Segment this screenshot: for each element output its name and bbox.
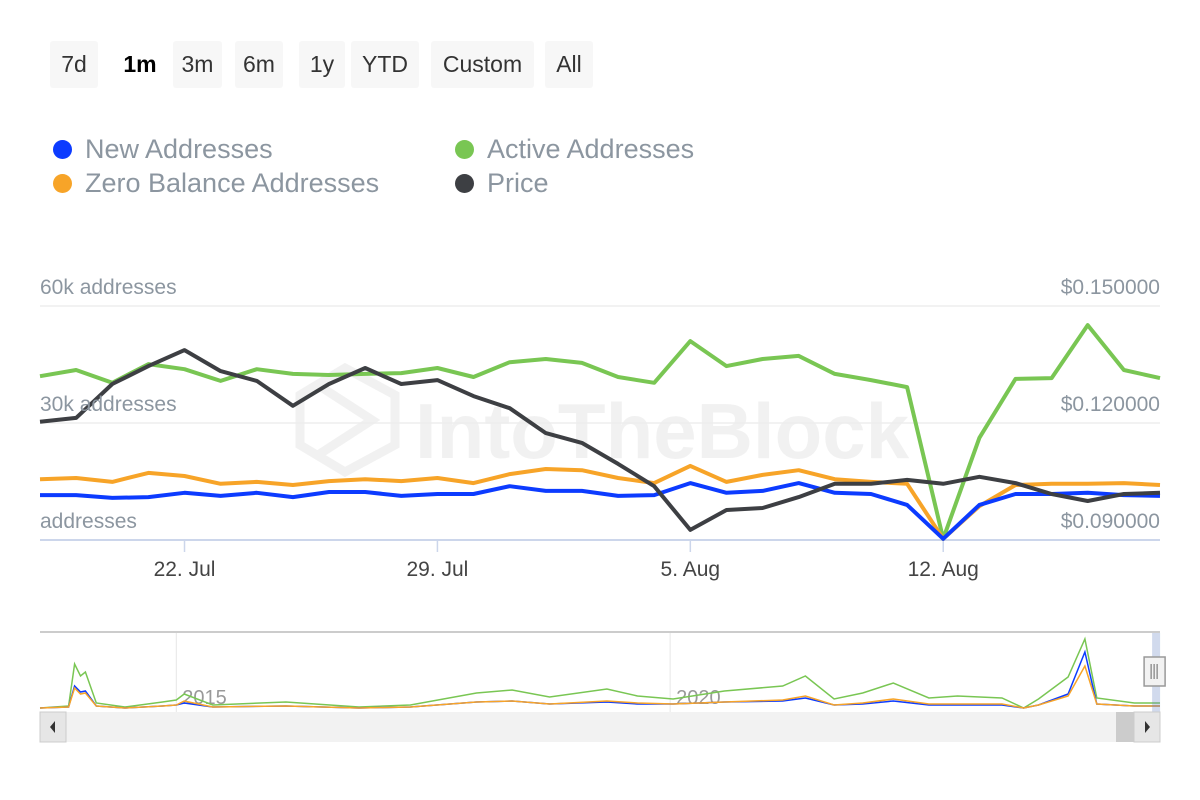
x-axis-label: 22. Jul xyxy=(153,558,216,581)
series-line-price xyxy=(39,348,1161,532)
series-line-active-addresses xyxy=(39,323,1161,541)
arrow-right-icon xyxy=(1145,721,1150,733)
legend-label: Price xyxy=(487,168,549,198)
range-button-3m[interactable]: 3m xyxy=(173,41,222,88)
scroll-left-button[interactable] xyxy=(39,711,67,743)
series-line-new-addresses xyxy=(40,481,1161,541)
x-axis-label: 12. Aug xyxy=(907,558,979,581)
legend-dot-icon xyxy=(53,140,72,159)
legend-dot-icon xyxy=(455,174,474,193)
y-axis-right-label: $0.090000 xyxy=(1060,510,1160,533)
range-button-all[interactable]: All xyxy=(545,41,593,88)
legend-label: New Addresses xyxy=(85,134,273,164)
legend-price[interactable]: Price xyxy=(455,168,549,199)
legend-dot-icon xyxy=(455,140,474,159)
legend-label: Zero Balance Addresses xyxy=(85,168,380,198)
y-axis-right-label: $0.150000 xyxy=(1060,276,1160,299)
scrollbar-track[interactable] xyxy=(40,712,1160,742)
range-button-1m[interactable]: 1m xyxy=(123,51,157,77)
navigator-series-zero_balance xyxy=(39,664,1160,709)
range-button-custom[interactable]: Custom xyxy=(431,41,534,88)
legend-active-addresses[interactable]: Active Addresses xyxy=(455,134,694,165)
range-button-ytd[interactable]: YTD xyxy=(351,41,419,88)
y-axis-right-label: $0.120000 xyxy=(1060,393,1160,416)
navigator-series-active xyxy=(39,636,1160,709)
y-axis-left-label: 30k addresses xyxy=(40,393,177,416)
range-button-1y[interactable]: 1y xyxy=(299,41,345,88)
range-button-7d[interactable]: 7d xyxy=(50,41,98,88)
watermark: IntoTheBlock xyxy=(295,362,910,478)
y-axis-left-label: 60k addresses xyxy=(40,276,177,299)
arrow-left-icon xyxy=(50,721,55,733)
y-axis-left-label: addresses xyxy=(40,510,137,533)
x-axis-label: 29. Jul xyxy=(406,558,469,581)
legend-label: Active Addresses xyxy=(487,134,695,164)
svg-text:IntoTheBlock: IntoTheBlock xyxy=(415,387,910,475)
scrollbar-thumb[interactable] xyxy=(1116,712,1134,742)
legend-new-addresses[interactable]: New Addresses xyxy=(53,134,273,165)
legend-dot-icon xyxy=(53,174,72,193)
legend-zero-balance-addresses[interactable]: Zero Balance Addresses xyxy=(53,168,379,199)
range-button-6m[interactable]: 6m xyxy=(235,41,283,88)
x-axis-label: 5. Aug xyxy=(660,558,721,581)
